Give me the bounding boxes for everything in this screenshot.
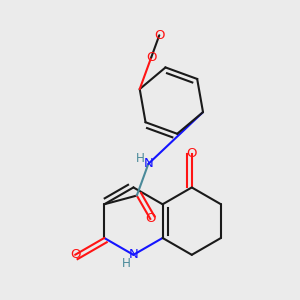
Text: O: O — [146, 51, 157, 64]
Text: N: N — [143, 158, 153, 170]
Text: O: O — [187, 147, 197, 160]
Text: O: O — [154, 29, 164, 42]
Text: O: O — [70, 248, 80, 261]
Text: H: H — [136, 152, 145, 166]
Text: N: N — [129, 248, 138, 261]
Text: O: O — [145, 212, 155, 225]
Text: H: H — [122, 257, 131, 270]
